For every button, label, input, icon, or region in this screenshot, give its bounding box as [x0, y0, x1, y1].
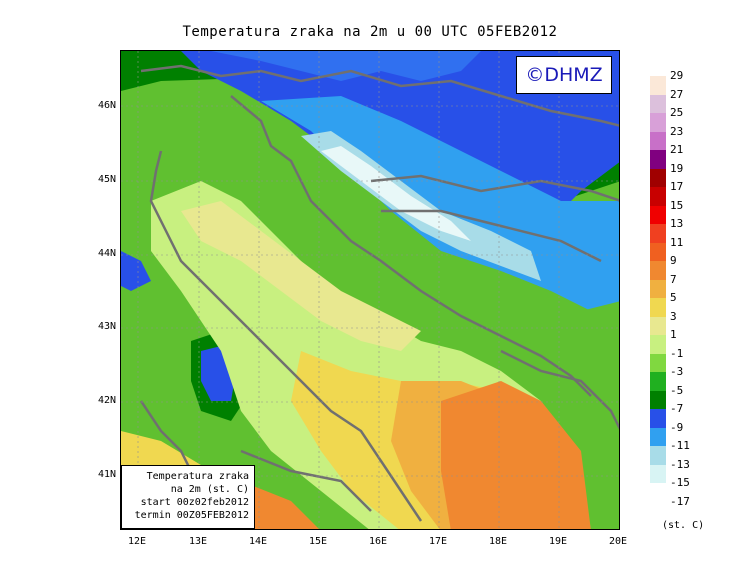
legend-swatch — [650, 242, 666, 261]
lat-label-43n: 43N — [97, 321, 116, 332]
legend-swatch — [650, 113, 666, 132]
legend-label: 17 — [670, 180, 684, 193]
legend-swatch — [650, 187, 666, 206]
temperature-field — [121, 51, 619, 529]
legend-label: 29 — [670, 69, 684, 82]
lon-label-12e: 12E — [127, 536, 147, 547]
legend-swatch — [650, 390, 666, 409]
legend-swatch — [650, 335, 666, 354]
legend-label: -13 — [670, 457, 690, 471]
legend-label: -3 — [670, 365, 684, 378]
legend-label: 25 — [670, 106, 684, 119]
lon-label-20e: 20E — [608, 536, 628, 547]
legend-swatch — [650, 446, 666, 465]
legend-label: -7 — [670, 402, 684, 415]
legend-label: -15 — [670, 476, 690, 489]
legend-swatch — [650, 279, 666, 298]
copyright-badge: ©DHMZ — [516, 56, 612, 94]
legend-swatch — [650, 224, 666, 243]
map-title: Temperatura zraka na 2m u 00 UTC 05FEB20… — [182, 24, 558, 40]
lon-label-16e: 16E — [368, 536, 388, 547]
legend-swatch — [650, 316, 666, 335]
legend-label: -17 — [670, 494, 690, 508]
legend-label: -1 — [670, 346, 684, 360]
legend-swatch — [650, 94, 666, 113]
lat-label-46n: 46N — [97, 100, 116, 111]
legend-label: 15 — [670, 198, 684, 212]
lon-label-18e: 18E — [488, 536, 508, 547]
lon-label-15e: 15E — [308, 536, 328, 547]
legend-label: 11 — [670, 235, 684, 249]
legend-label: 3 — [670, 309, 677, 323]
lat-label-42n: 42N — [97, 395, 116, 406]
info-line-start: start 00z02feb2012 — [140, 497, 249, 508]
lon-label-13e: 13E — [188, 536, 208, 547]
lon-label-19e: 19E — [548, 536, 568, 547]
legend-swatch — [650, 409, 666, 428]
lat-label-41n: 41N — [97, 469, 116, 480]
legend-swatch — [650, 168, 666, 187]
legend-unit: (st. C) — [662, 520, 705, 531]
lat-label-44n: 44N — [97, 248, 116, 259]
legend-label: -11 — [670, 439, 690, 452]
legend-label: 5 — [670, 291, 677, 304]
legend-swatch — [650, 205, 666, 224]
legend-swatch — [650, 261, 666, 280]
legend-label: -9 — [670, 420, 684, 434]
legend-swatch — [650, 353, 666, 372]
legend-swatch — [650, 298, 666, 317]
info-line-variable: Temperatura zraka — [146, 471, 249, 482]
legend-label: -5 — [670, 383, 684, 397]
temperature-map — [120, 50, 620, 530]
info-box: Temperatura zraka na 2m (st. C) start 00… — [121, 465, 255, 529]
legend-label: 7 — [670, 272, 677, 286]
legend-label: 21 — [670, 143, 684, 156]
legend-label: 13 — [670, 217, 684, 230]
legend-label: 1 — [670, 328, 677, 341]
legend-swatch — [650, 427, 666, 446]
legend-label: 23 — [670, 124, 684, 138]
lon-label-17e: 17E — [428, 536, 448, 547]
lon-label-14e: 14E — [248, 536, 268, 547]
legend-label: 27 — [670, 87, 684, 101]
legend-swatch — [650, 150, 666, 169]
info-line-termin: termin 00Z05FEB2012 — [134, 510, 249, 521]
lat-label-45n: 45N — [97, 174, 116, 185]
info-line-units: na 2m (st. C) — [170, 484, 249, 495]
legend-swatch — [650, 131, 666, 150]
legend-swatch — [650, 372, 666, 391]
legend-swatch — [650, 76, 666, 95]
legend-label: 19 — [670, 161, 684, 175]
legend-swatch — [650, 464, 666, 483]
legend-label: 9 — [670, 254, 677, 267]
